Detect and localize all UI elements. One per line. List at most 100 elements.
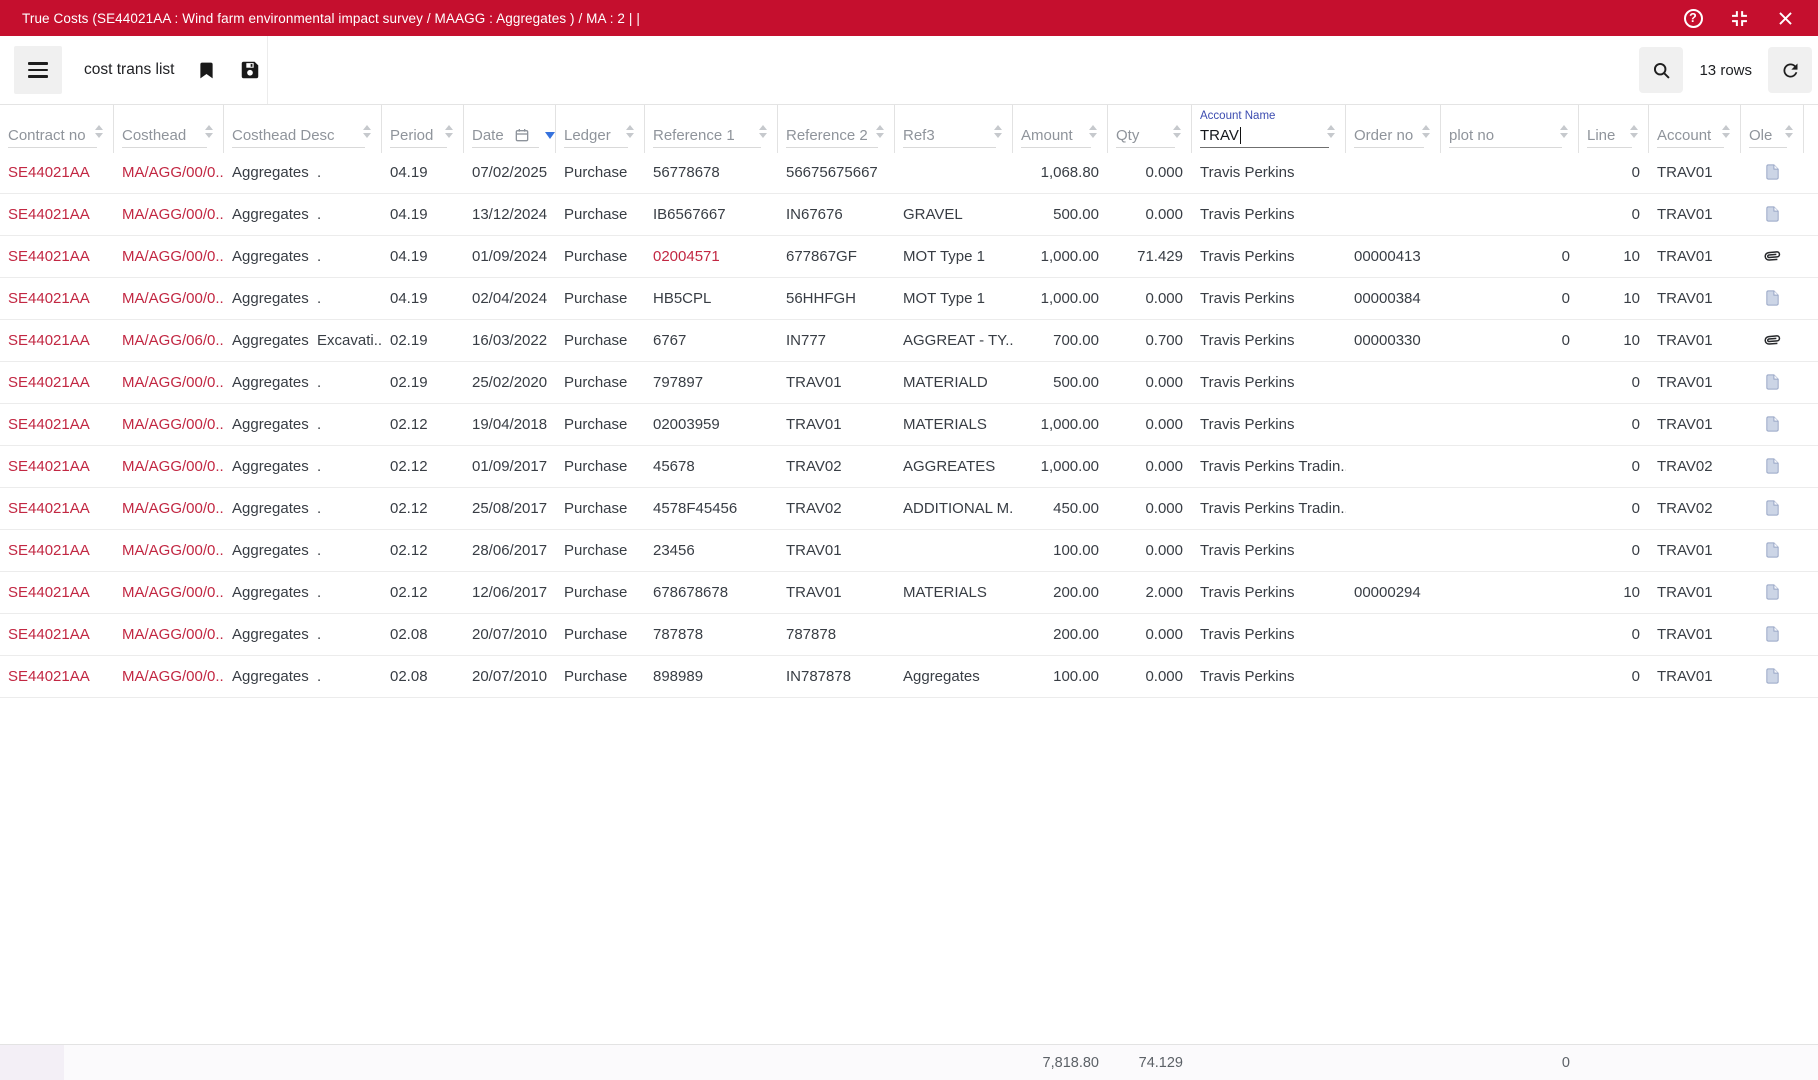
paperclip-icon[interactable]: [1764, 332, 1781, 348]
cell-contract_no[interactable]: SE44021AA: [8, 626, 90, 643]
column-header-reference1[interactable]: Reference 1: [645, 105, 778, 153]
cell-contract_no[interactable]: SE44021AA: [8, 206, 90, 223]
cell-costhead[interactable]: MA/AGG/00/0...: [122, 164, 224, 181]
cell-amount: 200.00: [1053, 584, 1099, 601]
cell-costhead[interactable]: MA/AGG/00/0...: [122, 542, 224, 559]
cell-account: TRAV01: [1657, 584, 1713, 601]
cell-costhead[interactable]: MA/AGG/00/0...: [122, 206, 224, 223]
document-icon[interactable]: [1764, 457, 1781, 475]
table-row[interactable]: SE44021AA MA/AGG/00/0... Aggregates . 02.12…: [0, 572, 1818, 614]
sort-icon[interactable]: [876, 125, 884, 138]
bookmark-button[interactable]: [196, 60, 217, 81]
sort-icon[interactable]: [1089, 125, 1097, 138]
sort-icon[interactable]: [626, 125, 634, 138]
column-header-ole[interactable]: Ole: [1741, 105, 1804, 153]
date-filter-dropdown-icon[interactable]: [544, 131, 555, 139]
document-icon[interactable]: [1764, 541, 1781, 559]
calendar-icon[interactable]: [514, 127, 530, 143]
column-header-amount[interactable]: Amount: [1013, 105, 1108, 153]
document-icon[interactable]: [1764, 625, 1781, 643]
document-icon[interactable]: [1764, 499, 1781, 517]
table-row[interactable]: SE44021AA MA/AGG/00/0... Aggregates . 02.19…: [0, 362, 1818, 404]
cell-contract_no[interactable]: SE44021AA: [8, 248, 90, 265]
help-icon[interactable]: ?: [1682, 7, 1704, 29]
table-row[interactable]: SE44021AA MA/AGG/00/0... Aggregates . 02.12…: [0, 404, 1818, 446]
document-icon[interactable]: [1764, 163, 1781, 181]
refresh-button[interactable]: [1768, 47, 1812, 93]
sort-icon[interactable]: [445, 125, 453, 138]
table-row[interactable]: SE44021AA MA/AGG/06/0... Aggregates Excava…: [0, 320, 1818, 362]
sort-icon[interactable]: [363, 125, 371, 138]
cell-costhead[interactable]: MA/AGG/00/0...: [122, 500, 224, 517]
sort-icon[interactable]: [1630, 125, 1638, 138]
paperclip-icon[interactable]: [1764, 248, 1781, 264]
table-row[interactable]: SE44021AA MA/AGG/00/0... Aggregates . 02.12…: [0, 446, 1818, 488]
sort-icon[interactable]: [1722, 125, 1730, 138]
cell-contract_no[interactable]: SE44021AA: [8, 164, 90, 181]
cell-contract_no[interactable]: SE44021AA: [8, 542, 90, 559]
table-row[interactable]: SE44021AA MA/AGG/00/0... Aggregates . 02.08…: [0, 614, 1818, 656]
column-header-costhead_desc[interactable]: Costhead Desc: [224, 105, 382, 153]
cell-contract_no[interactable]: SE44021AA: [8, 458, 90, 475]
cell-costhead[interactable]: MA/AGG/00/0...: [122, 458, 224, 475]
column-header-qty[interactable]: Qty: [1108, 105, 1192, 153]
save-button[interactable]: [239, 59, 261, 81]
column-header-contract_no[interactable]: Contract no: [0, 105, 114, 153]
cell-contract_no[interactable]: SE44021AA: [8, 290, 90, 307]
table-row[interactable]: SE44021AA MA/AGG/00/0... Aggregates . 02.08…: [0, 656, 1818, 698]
table-row[interactable]: SE44021AA MA/AGG/00/0... Aggregates . 02.12…: [0, 488, 1818, 530]
filter-input-value[interactable]: TRAV: [1200, 126, 1239, 144]
sort-icon[interactable]: [95, 125, 103, 138]
document-icon[interactable]: [1764, 415, 1781, 433]
cell-costhead[interactable]: MA/AGG/00/0...: [122, 626, 224, 643]
column-header-ref3[interactable]: Ref3: [895, 105, 1013, 153]
cell-costhead[interactable]: MA/AGG/00/0...: [122, 248, 224, 265]
cell-reference1[interactable]: 02004571: [653, 248, 720, 265]
cell-costhead[interactable]: MA/AGG/00/0...: [122, 290, 224, 307]
cell-contract_no[interactable]: SE44021AA: [8, 500, 90, 517]
cell-costhead[interactable]: MA/AGG/00/0...: [122, 584, 224, 601]
sort-icon[interactable]: [1785, 125, 1793, 138]
document-icon[interactable]: [1764, 289, 1781, 307]
sort-icon[interactable]: [205, 125, 213, 138]
column-header-line[interactable]: Line: [1579, 105, 1649, 153]
document-icon[interactable]: [1764, 205, 1781, 223]
cell-costhead[interactable]: MA/AGG/00/0...: [122, 668, 224, 685]
column-header-period[interactable]: Period: [382, 105, 464, 153]
cell-contract_no[interactable]: SE44021AA: [8, 668, 90, 685]
sort-icon[interactable]: [759, 125, 767, 138]
column-header-reference2[interactable]: Reference 2: [778, 105, 895, 153]
column-header-account_name[interactable]: Account Name TRAV: [1192, 105, 1346, 153]
close-icon[interactable]: [1774, 7, 1796, 29]
sort-icon[interactable]: [1173, 125, 1181, 138]
column-header-plot_no[interactable]: plot no: [1441, 105, 1579, 153]
cell-qty: 0.000: [1145, 374, 1183, 391]
table-row[interactable]: SE44021AA MA/AGG/00/0... Aggregates . 04.19…: [0, 236, 1818, 278]
sort-icon[interactable]: [994, 125, 1002, 138]
sort-icon[interactable]: [1422, 125, 1430, 138]
cell-contract_no[interactable]: SE44021AA: [8, 332, 90, 349]
table-row[interactable]: SE44021AA MA/AGG/00/0... Aggregates . 04.19…: [0, 194, 1818, 236]
table-row[interactable]: SE44021AA MA/AGG/00/0... Aggregates . 04.19…: [0, 152, 1818, 194]
table-row[interactable]: SE44021AA MA/AGG/00/0... Aggregates . 04.19…: [0, 278, 1818, 320]
column-header-costhead[interactable]: Costhead: [114, 105, 224, 153]
cell-contract_no[interactable]: SE44021AA: [8, 584, 90, 601]
cell-costhead[interactable]: MA/AGG/00/0...: [122, 416, 224, 433]
document-icon[interactable]: [1764, 583, 1781, 601]
column-header-order_no[interactable]: Order no: [1346, 105, 1441, 153]
document-icon[interactable]: [1764, 667, 1781, 685]
document-icon[interactable]: [1764, 373, 1781, 391]
cell-contract_no[interactable]: SE44021AA: [8, 374, 90, 391]
column-header-ledger[interactable]: Ledger: [556, 105, 645, 153]
sort-icon[interactable]: [1560, 125, 1568, 138]
compress-icon[interactable]: [1728, 7, 1750, 29]
cell-costhead[interactable]: MA/AGG/06/0...: [122, 332, 224, 349]
sort-icon[interactable]: [1327, 125, 1335, 138]
column-header-account[interactable]: Account: [1649, 105, 1741, 153]
search-button[interactable]: [1639, 47, 1684, 93]
cell-contract_no[interactable]: SE44021AA: [8, 416, 90, 433]
cell-costhead[interactable]: MA/AGG/00/0...: [122, 374, 224, 391]
table-row[interactable]: SE44021AA MA/AGG/00/0... Aggregates . 02.12…: [0, 530, 1818, 572]
menu-button[interactable]: [14, 46, 62, 94]
column-header-date[interactable]: Date: [464, 105, 556, 153]
